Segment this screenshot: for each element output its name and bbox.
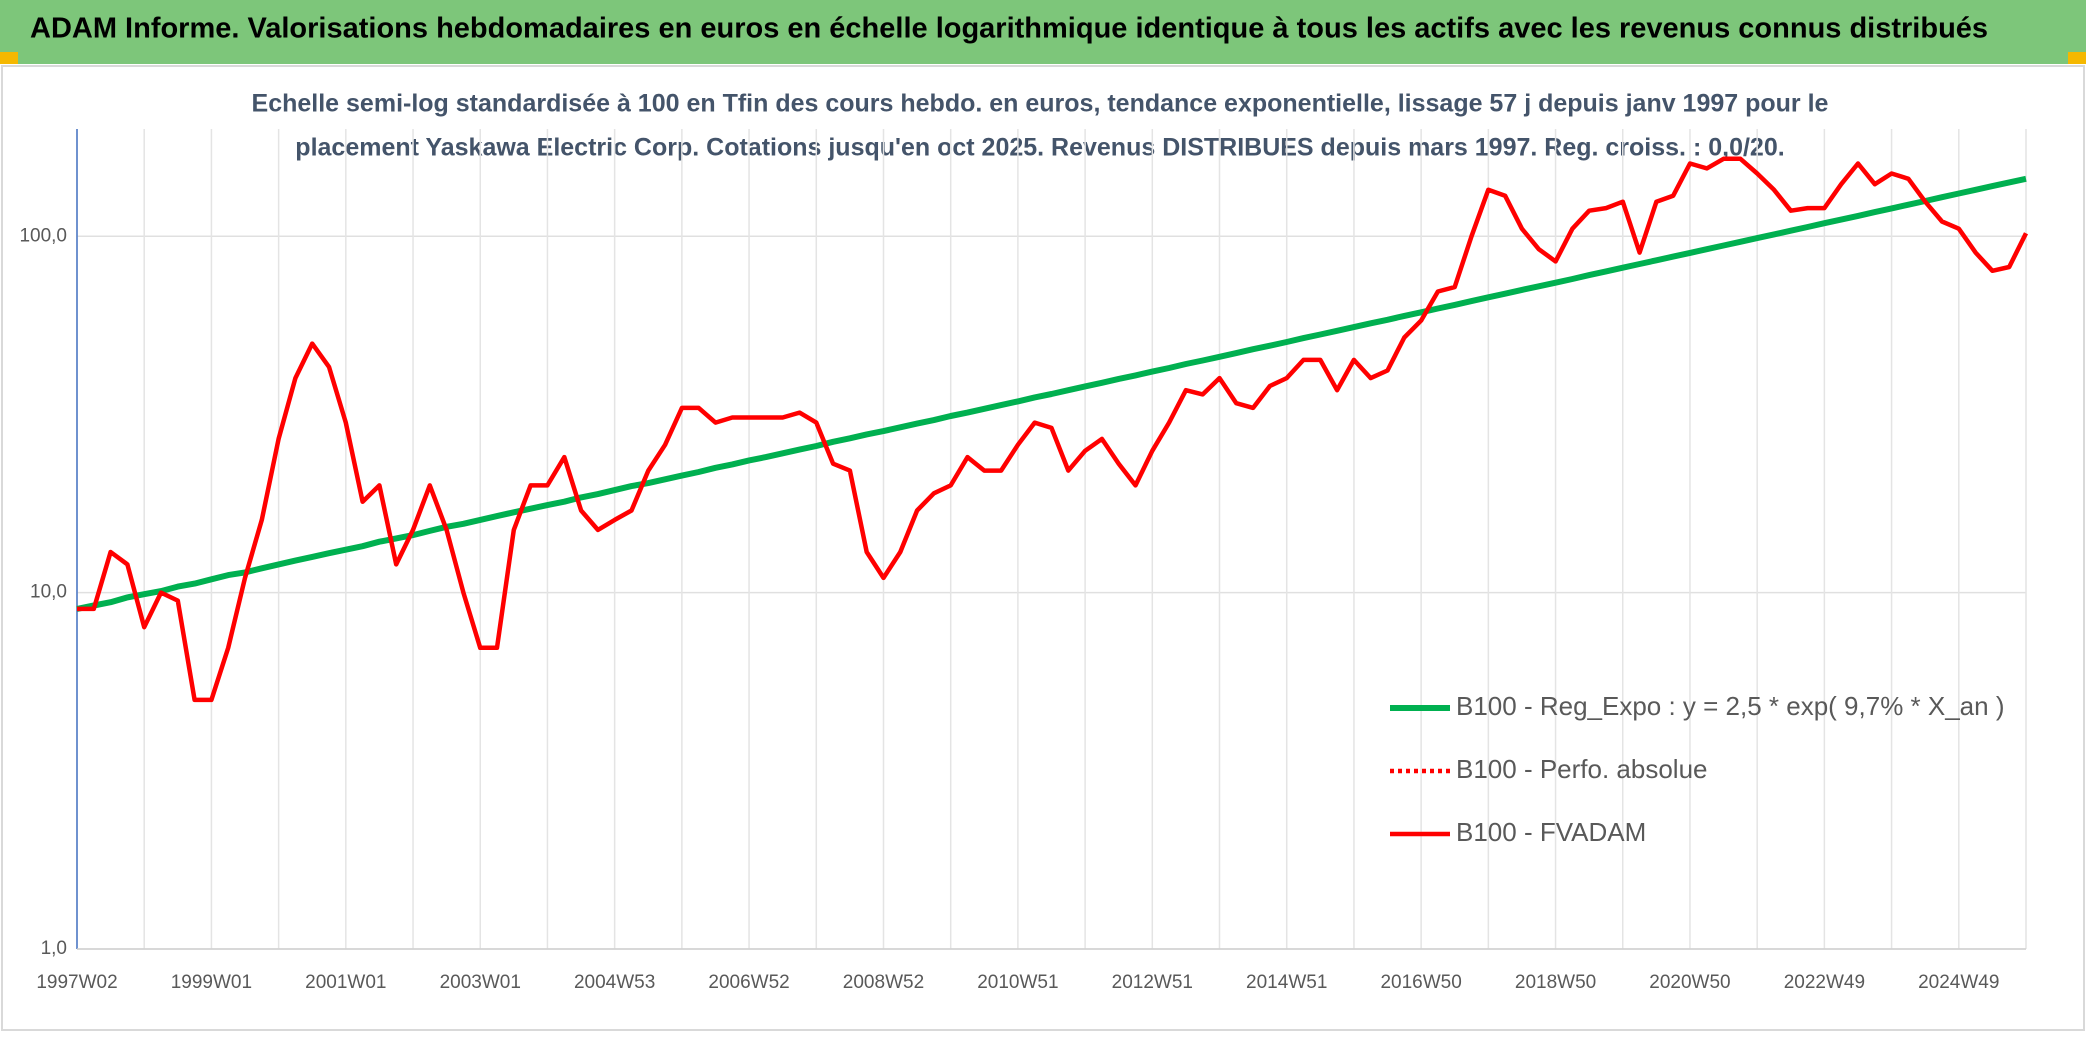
x-tick-label: 1997W02 [36,972,117,993]
chart-subtitle: placement Yaskawa Electric Corp. Cotatio… [295,134,1784,162]
x-tick-label: 2014W51 [1246,972,1327,993]
series-line [76,175,2027,612]
legend-label: B100 - Reg_Expo : y = 2,5 * exp( 9,7% * … [1456,691,2005,721]
y-tick-label: 1,0 [41,938,67,959]
x-tick-label: 2006W52 [708,972,789,993]
x-tick-label: 2020W50 [1649,972,1730,993]
x-tick-label: 2003W01 [440,972,521,993]
x-tick-label: 2010W51 [977,972,1058,993]
x-tick-label: 2018W50 [1515,972,1596,993]
x-tick-label: 2008W52 [843,972,924,993]
y-tick-label: 100,0 [19,225,67,246]
corner-mark [0,52,18,64]
series-line [77,156,2029,703]
header-band [0,0,2086,64]
x-tick-label: 1999W01 [171,972,252,993]
y-tick-label: 10,0 [30,582,67,603]
x-tick-label: 2016W50 [1380,972,1461,993]
x-tick-label: 2012W51 [1112,972,1193,993]
x-tick-label: 2022W49 [1784,972,1865,993]
frame [1,65,2085,1031]
legend-label: B100 - Perfo. absolue [1456,754,1708,784]
x-tick-label: 2001W01 [305,972,386,993]
page-title: ADAM Informe. Valorisations hebdomadaire… [30,13,1988,45]
x-tick-label: 2004W53 [574,972,655,993]
legend-label: B100 - FVADAM [1456,817,1646,847]
chart-subtitle: Echelle semi-log standardisée à 100 en T… [252,90,1829,118]
corner-mark [2068,52,2086,64]
x-tick-label: 2024W49 [1918,972,1999,993]
